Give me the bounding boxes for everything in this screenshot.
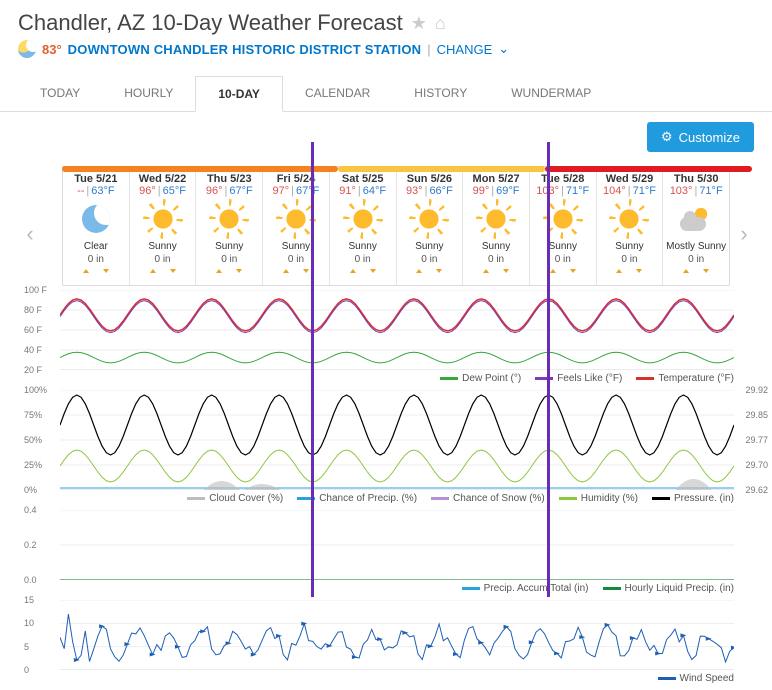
- humidity-chart: 100%75%50%25%0%29.9229.8529.7729.7029.62: [60, 390, 734, 490]
- day-card[interactable]: Mon 5/2799°|69°FSunny0 in: [463, 167, 530, 285]
- legend-item: Dew Point (°): [440, 373, 521, 384]
- tab-history[interactable]: HISTORY: [392, 76, 489, 111]
- sun-icon: [215, 205, 243, 233]
- tab-today[interactable]: TODAY: [18, 76, 102, 111]
- customize-label: Customize: [679, 130, 740, 145]
- day-precip: 0 in: [665, 254, 727, 265]
- day-temps: --|63°F: [65, 185, 127, 197]
- day-temps: 99°|69°F: [465, 185, 527, 197]
- day-condition: Sunny: [465, 241, 527, 252]
- gear-icon: ⚙: [661, 129, 673, 145]
- moon-icon: [18, 40, 36, 58]
- day-precip: 0 in: [599, 254, 661, 265]
- day-card[interactable]: Wed 5/2296°|65°FSunny0 in: [130, 167, 197, 285]
- legend-item: Wind Speed: [658, 673, 734, 684]
- legend-item: Chance of Snow (%): [431, 493, 545, 504]
- legend-item: Humidity (%): [559, 493, 638, 504]
- sun-icon: [349, 205, 377, 233]
- favorite-star-icon[interactable]: ★: [411, 13, 427, 34]
- day-card[interactable]: Tue 5/28103°|71°FSunny0 in: [530, 167, 597, 285]
- moon-icon: [82, 205, 110, 233]
- day-precip: 0 in: [332, 254, 394, 265]
- sun-icon: [282, 205, 310, 233]
- day-card[interactable]: Wed 5/29104°|71°FSunny0 in: [597, 167, 664, 285]
- change-station-link[interactable]: CHANGE: [437, 42, 493, 57]
- wind-chart: 151050: [60, 600, 734, 670]
- chevron-down-icon[interactable]: ⌄: [498, 41, 509, 57]
- sun-icon: [615, 205, 643, 233]
- sun-icon: [549, 205, 577, 233]
- day-precip: 0 in: [132, 254, 194, 265]
- day-precip: 0 in: [399, 254, 461, 265]
- legend-item: Pressure. (in): [652, 493, 734, 504]
- day-precip: 0 in: [65, 254, 127, 265]
- precip-chart: 0.40.20.0: [60, 510, 734, 580]
- day-precip: 0 in: [198, 254, 260, 265]
- sun-icon: [482, 205, 510, 233]
- day-condition: Sunny: [132, 241, 194, 252]
- day-card[interactable]: Sun 5/2693°|66°FSunny0 in: [397, 167, 464, 285]
- legend-item: Temperature (°F): [636, 373, 734, 384]
- day-condition: Sunny: [532, 241, 594, 252]
- day-condition: Mostly Sunny: [665, 241, 727, 252]
- legend-item: Cloud Cover (%): [187, 493, 283, 504]
- day-temps: 96°|67°F: [198, 185, 260, 197]
- day-card[interactable]: Thu 5/2396°|67°FSunny0 in: [196, 167, 263, 285]
- day-temps: 93°|66°F: [399, 185, 461, 197]
- day-card[interactable]: Tue 5/21--|63°FClear0 in: [63, 167, 130, 285]
- day-condition: Sunny: [599, 241, 661, 252]
- day-condition: Sunny: [399, 241, 461, 252]
- day-precip: 0 in: [265, 254, 327, 265]
- home-icon[interactable]: ⌂: [435, 13, 446, 34]
- current-temp: 83°: [42, 42, 62, 57]
- sun-icon: [415, 205, 443, 233]
- legend-item: Hourly Liquid Precip. (in): [603, 583, 735, 594]
- day-temps: 91°|64°F: [332, 185, 394, 197]
- mostly-sunny-icon: [680, 205, 712, 233]
- prev-days-button[interactable]: ‹: [18, 184, 42, 284]
- day-condition: Sunny: [198, 241, 260, 252]
- tab-calendar[interactable]: CALENDAR: [283, 76, 392, 111]
- legend-item: Chance of Precip. (%): [297, 493, 417, 504]
- tab-hourly[interactable]: HOURLY: [102, 76, 195, 111]
- sun-icon: [149, 205, 177, 233]
- day-temps: 97°|67°F: [265, 185, 327, 197]
- station-link[interactable]: DOWNTOWN CHANDLER HISTORIC DISTRICT STAT…: [68, 42, 422, 57]
- day-card[interactable]: Fri 5/2497°|67°FSunny0 in: [263, 167, 330, 285]
- separator: |: [427, 42, 430, 57]
- day-card[interactable]: Sat 5/2591°|64°FSunny0 in: [330, 167, 397, 285]
- annotation-vline: [547, 142, 550, 597]
- day-card[interactable]: Thu 5/30103°|71°FMostly Sunny0 in: [663, 167, 729, 285]
- day-precip: 0 in: [465, 254, 527, 265]
- day-condition: Sunny: [332, 241, 394, 252]
- day-condition: Clear: [65, 241, 127, 252]
- customize-button[interactable]: ⚙ Customize: [647, 122, 754, 152]
- day-condition: Sunny: [265, 241, 327, 252]
- temperature-chart: 100 F80 F60 F40 F20 F: [60, 290, 734, 370]
- day-precip: 0 in: [532, 254, 594, 265]
- day-temps: 96°|65°F: [132, 185, 194, 197]
- day-temps: 104°|71°F: [599, 185, 661, 197]
- legend-item: Precip. Accum Total (in): [462, 583, 589, 594]
- page-title: Chandler, AZ 10-Day Weather Forecast: [18, 10, 403, 36]
- day-temps: 103°|71°F: [665, 185, 727, 197]
- annotation-vline: [311, 142, 314, 597]
- day-temps: 103°|71°F: [532, 185, 594, 197]
- tab-wundermap[interactable]: WUNDERMAP: [489, 76, 613, 111]
- next-days-button[interactable]: ›: [732, 184, 756, 284]
- tab-10-day[interactable]: 10-DAY: [195, 76, 283, 112]
